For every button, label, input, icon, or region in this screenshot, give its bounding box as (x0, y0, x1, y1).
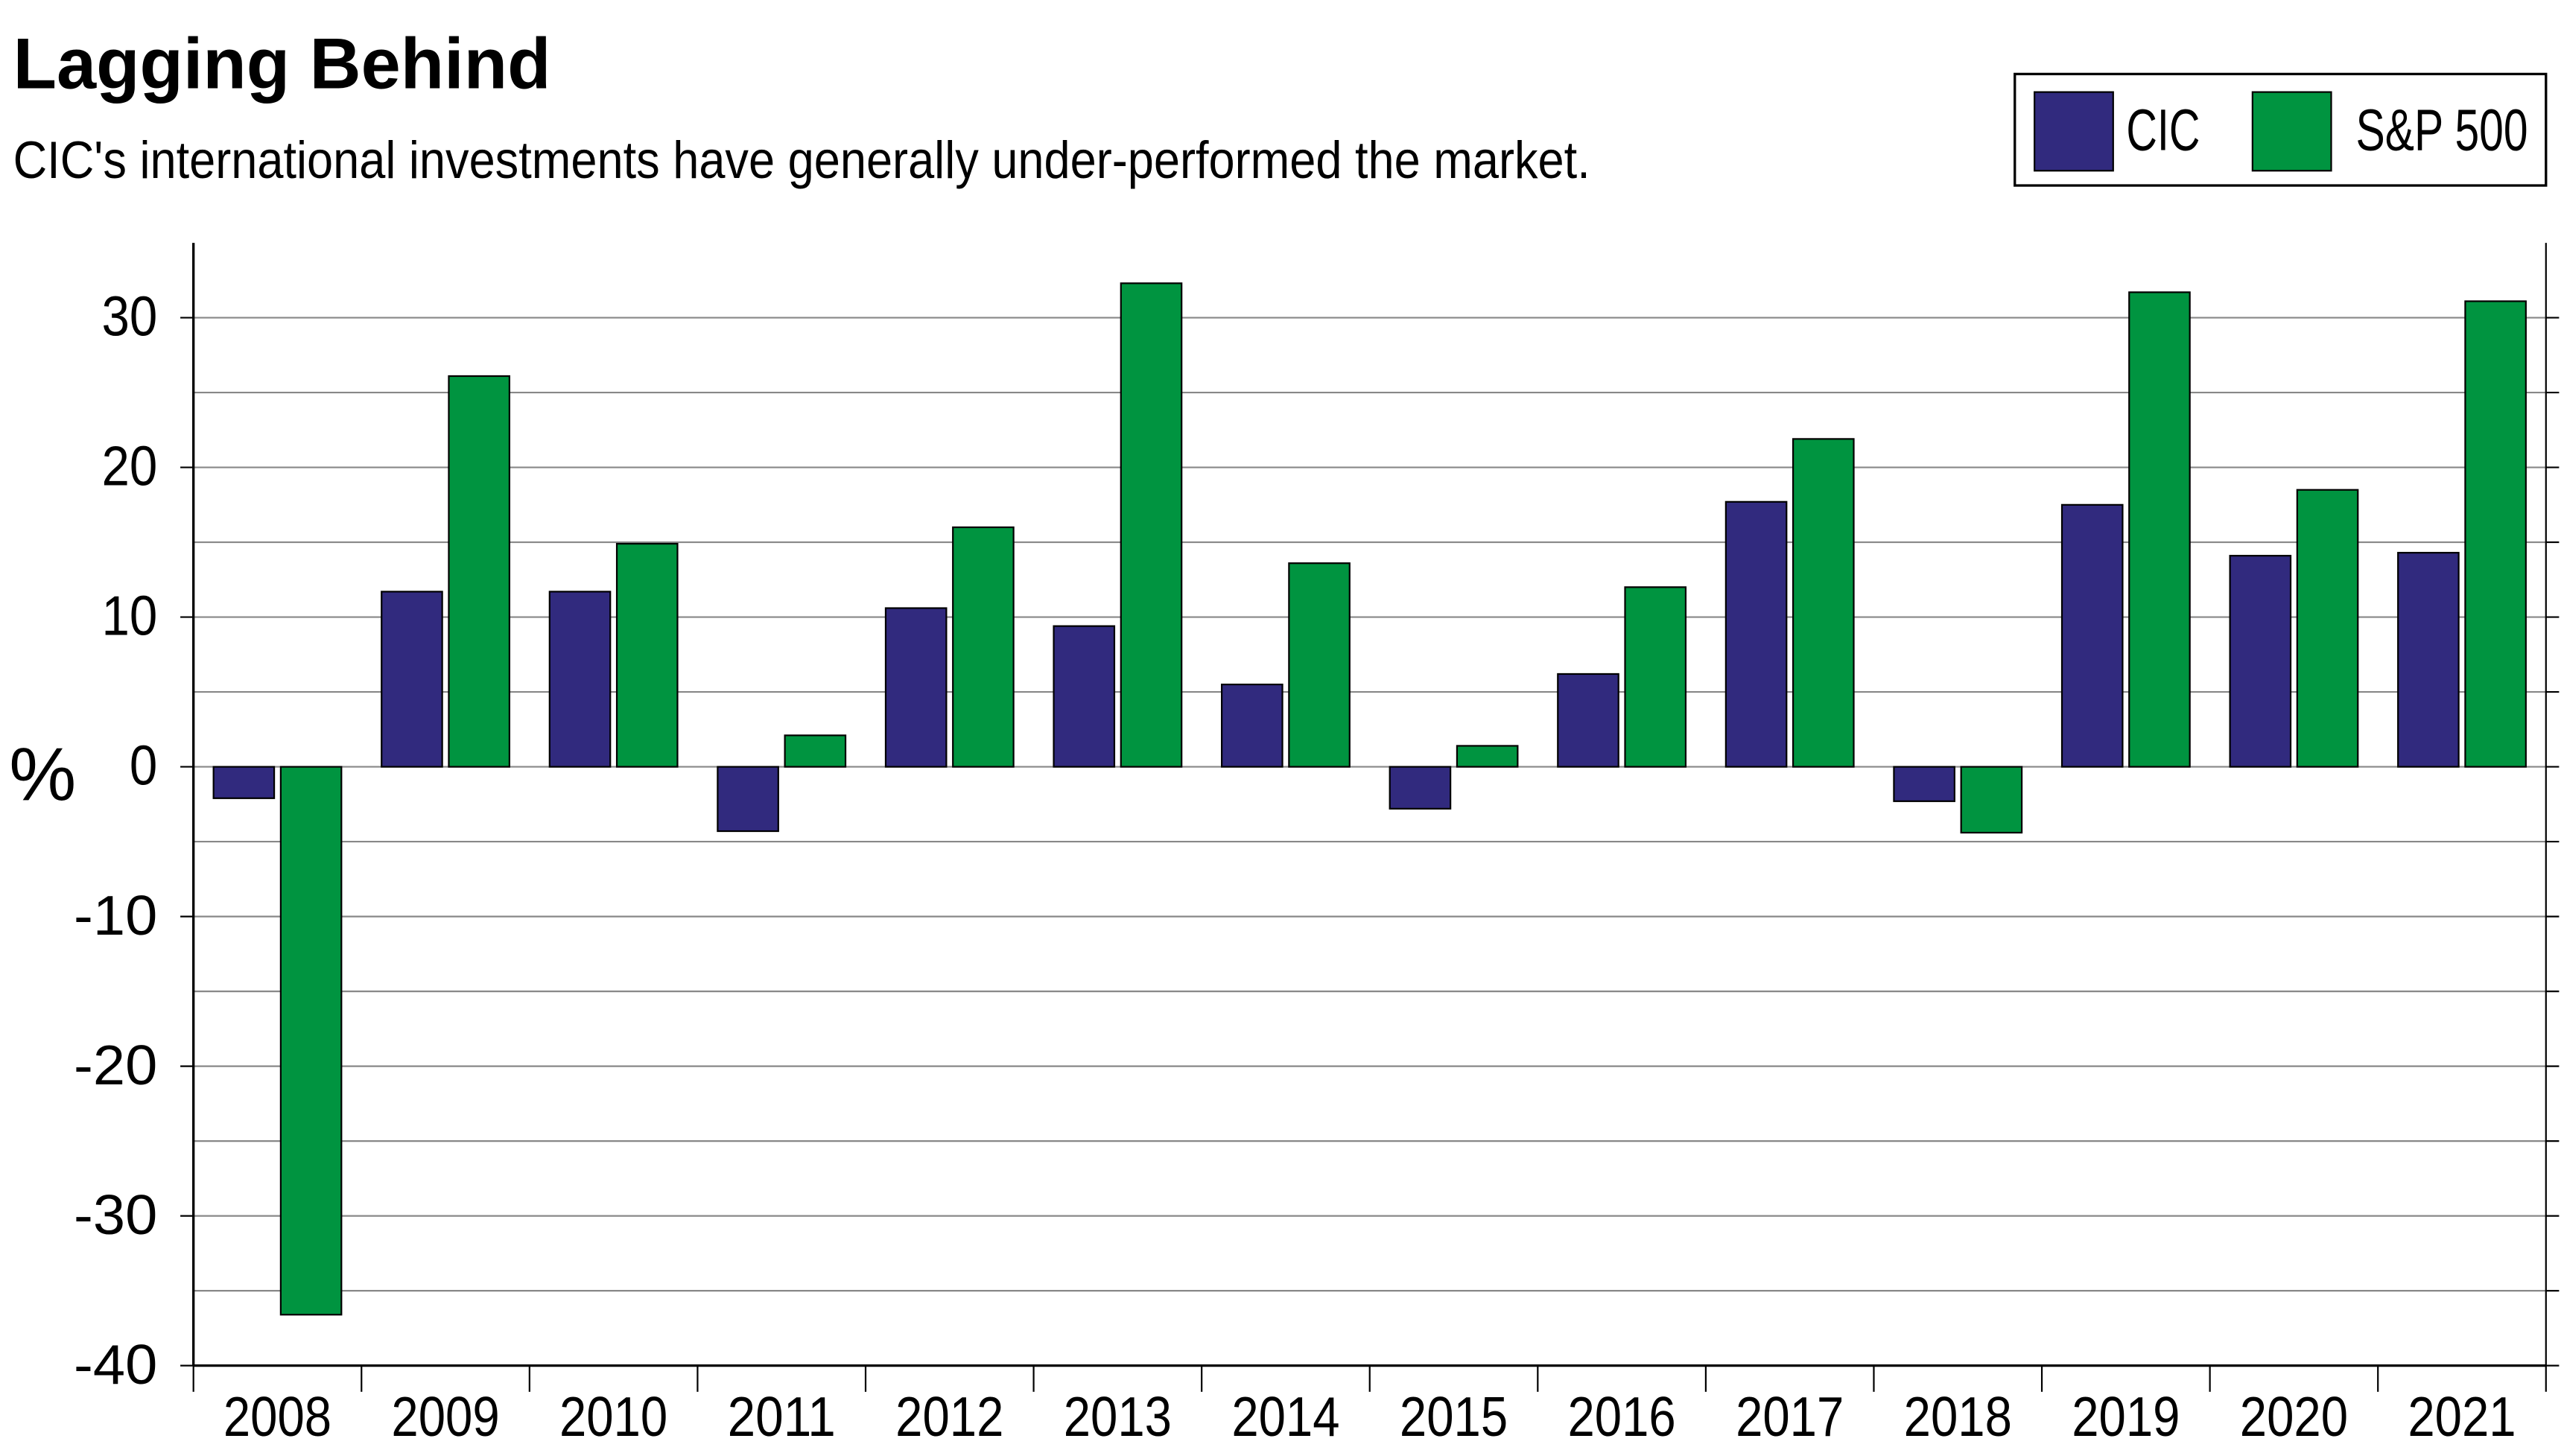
x-tick-label: 2010 (559, 1385, 667, 1448)
bar (2060, 503, 2124, 768)
y-axis-label: % (9, 733, 76, 817)
bar (1389, 766, 1452, 810)
bar (548, 591, 612, 768)
y-tick-label: -10 (74, 884, 157, 947)
bar (1288, 562, 1351, 768)
x-tick-label: 2020 (2240, 1385, 2348, 1448)
bar (448, 375, 510, 768)
bar (1792, 438, 1855, 768)
y-tick-label: 20 (101, 435, 157, 497)
x-tick-label: 2016 (1567, 1385, 1675, 1448)
bar (2397, 552, 2460, 768)
x-tick-label: 2011 (728, 1385, 836, 1448)
x-tick-label: 2019 (2072, 1385, 2180, 1448)
legend-label: CIC (2126, 97, 2200, 163)
y-tick-label: -30 (74, 1183, 157, 1246)
y-tick-label: 0 (130, 734, 157, 797)
y-tick-label: 30 (101, 285, 157, 348)
x-tick-label: 2014 (1231, 1385, 1339, 1448)
bar (1221, 683, 1283, 768)
legend-swatch (2251, 91, 2332, 172)
legend-swatch (2034, 91, 2114, 172)
bar (784, 734, 847, 768)
bar (2128, 291, 2191, 768)
bar (615, 542, 679, 768)
chart-subtitle: CIC's international investments have gen… (13, 130, 1590, 189)
x-tick-label: 2015 (1400, 1385, 1508, 1448)
x-tick-label: 2013 (1064, 1385, 1172, 1448)
chart-title: Lagging Behind (13, 22, 551, 104)
y-tick-label: -40 (74, 1333, 157, 1396)
x-tick-label: 2009 (391, 1385, 499, 1448)
bar (1456, 745, 1519, 768)
bar (952, 526, 1015, 768)
x-tick-label: 2017 (1736, 1385, 1844, 1448)
bar (2229, 555, 2292, 768)
y-tick-label: 10 (101, 585, 157, 647)
bar (381, 591, 443, 768)
bar (1557, 673, 1619, 768)
bar (1624, 586, 1687, 768)
bar (717, 766, 779, 833)
bar (1960, 766, 2023, 834)
x-tick-label: 2018 (1904, 1385, 2012, 1448)
bar (1053, 625, 1116, 768)
legend-label: S&P 500 (2356, 97, 2528, 163)
y-tick-label: -20 (74, 1034, 157, 1096)
bar (2296, 489, 2359, 768)
bar (1893, 766, 1955, 802)
x-tick-label: 2008 (223, 1385, 331, 1448)
x-tick-label: 2012 (895, 1385, 1003, 1448)
x-tick-label: 2021 (2408, 1385, 2516, 1448)
bar (1120, 282, 1183, 768)
bar (1724, 500, 1788, 768)
bar (884, 607, 948, 768)
bar (279, 766, 343, 1316)
bar (2464, 300, 2527, 768)
bar (212, 766, 276, 799)
